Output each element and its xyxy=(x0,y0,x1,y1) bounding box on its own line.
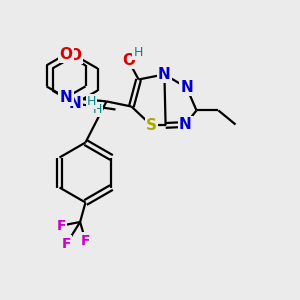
Text: N: N xyxy=(180,80,193,95)
Text: F: F xyxy=(62,237,71,250)
Text: O: O xyxy=(122,53,135,68)
Text: H: H xyxy=(93,103,102,116)
Text: N: N xyxy=(60,90,72,105)
Text: O: O xyxy=(59,46,73,62)
Text: N: N xyxy=(69,96,81,111)
Text: N: N xyxy=(158,67,171,82)
Text: F: F xyxy=(81,234,90,248)
Text: H: H xyxy=(133,46,143,59)
Text: H: H xyxy=(87,95,96,108)
Text: N: N xyxy=(179,117,192,132)
Text: S: S xyxy=(146,118,157,133)
Text: O: O xyxy=(68,48,82,63)
Text: F: F xyxy=(57,219,66,232)
